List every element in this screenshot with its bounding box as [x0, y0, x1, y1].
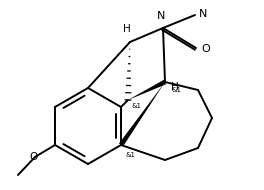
Text: O: O — [201, 44, 210, 54]
Text: &1: &1 — [132, 103, 142, 109]
Text: &1: &1 — [125, 152, 135, 158]
Text: &1: &1 — [171, 87, 181, 93]
Text: H: H — [171, 82, 179, 92]
Text: H: H — [123, 24, 131, 34]
Text: N: N — [157, 11, 165, 21]
Polygon shape — [119, 82, 165, 146]
Text: N: N — [199, 9, 208, 19]
Polygon shape — [128, 80, 166, 100]
Text: O: O — [30, 152, 38, 162]
